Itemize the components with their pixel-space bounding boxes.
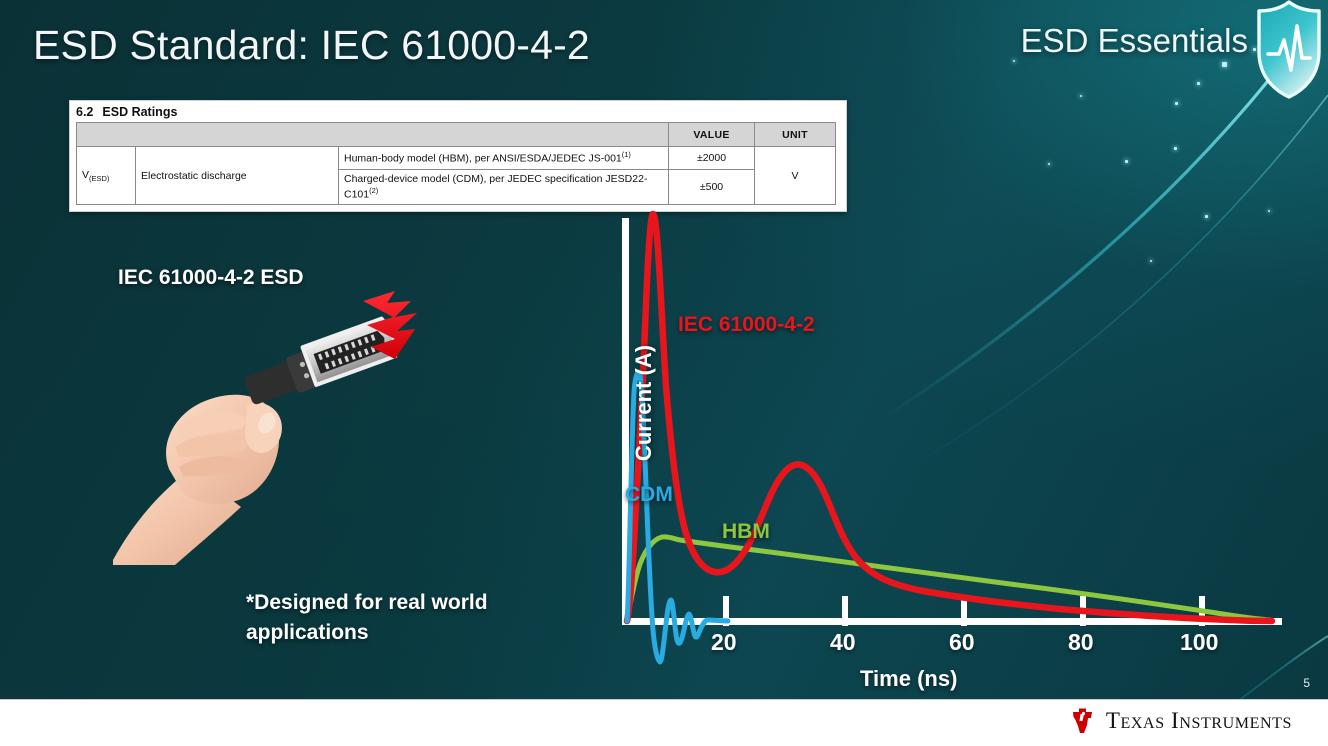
chart-y-axis bbox=[622, 218, 629, 625]
chart-x-axis-label: Time (ns) bbox=[860, 666, 958, 691]
symbol-text: V bbox=[82, 168, 90, 181]
footer-bar: Texas Instruments bbox=[0, 699, 1328, 746]
particle-dot bbox=[1150, 260, 1152, 262]
table-row: V(ESD) Electrostatic discharge Human-bod… bbox=[76, 145, 836, 206]
chart-series-label-iec: IEC 61000-4-2 bbox=[678, 313, 815, 336]
description-text: Charged-device model (CDM), per JEDEC sp… bbox=[344, 172, 648, 201]
chart-x-axis bbox=[622, 618, 1282, 625]
illustration-label: IEC 61000-4-2 ESD bbox=[118, 266, 304, 289]
chart-x-tick bbox=[723, 596, 729, 626]
cell-parameter: Electrostatic discharge bbox=[135, 145, 339, 206]
symbol-subscript: (ESD) bbox=[89, 173, 110, 183]
chart-series-label-hbm: HBM bbox=[722, 520, 770, 543]
chart-x-tick bbox=[842, 596, 848, 626]
ti-logo-text: Texas Instruments bbox=[1105, 708, 1292, 733]
esd-ratings-table-card: 6.2 ESD Ratings VALUE UNIT V(ESD) Electro… bbox=[69, 100, 847, 213]
shield-pulse-icon bbox=[1257, 0, 1321, 99]
particle-dot bbox=[1048, 163, 1050, 165]
hand-connector-illustration bbox=[113, 291, 417, 565]
description-text: Human-body model (HBM), per ANSI/ESDA/JE… bbox=[344, 152, 622, 165]
chart-plot-area bbox=[622, 210, 1282, 665]
particle-dot bbox=[1125, 160, 1128, 163]
page-title: ESD Standard: IEC 61000-4-2 bbox=[33, 22, 590, 68]
section-title: ESD Ratings bbox=[102, 105, 178, 119]
particle-dot bbox=[1197, 82, 1200, 85]
chart-x-tick bbox=[961, 596, 967, 626]
chart-x-tick-label: 40 bbox=[830, 629, 856, 655]
header-unit: UNIT bbox=[754, 122, 836, 147]
chart-x-tick-label: 80 bbox=[1068, 629, 1094, 655]
particle-dot bbox=[1205, 215, 1208, 218]
particle-dot bbox=[1013, 60, 1015, 62]
particle-dot bbox=[1253, 48, 1256, 51]
lightning-bolt-icon bbox=[363, 291, 417, 359]
footnote-marker: (2) bbox=[369, 185, 379, 195]
chart-series-label-cdm: CDM bbox=[625, 483, 673, 506]
table-section-heading: 6.2 ESD Ratings bbox=[70, 101, 846, 122]
chart-y-axis-label: Current (A) bbox=[631, 344, 656, 462]
particle-dot bbox=[1080, 95, 1082, 97]
esd-ratings-table: VALUE UNIT V(ESD) Electrostatic discharg… bbox=[76, 122, 836, 206]
particle-dot bbox=[1175, 102, 1178, 105]
particle-dot bbox=[1268, 210, 1270, 212]
table-row: Charged-device model (CDM), per JEDEC sp… bbox=[77, 168, 836, 206]
ti-logo: Texas Instruments bbox=[1067, 706, 1292, 736]
chart-x-tick-label: 20 bbox=[711, 629, 737, 655]
chart-series-iec bbox=[623, 210, 1276, 625]
section-number: 6.2 bbox=[76, 105, 94, 119]
chart-x-tick-label: 60 bbox=[949, 629, 975, 655]
ti-texas-logo-icon bbox=[1072, 708, 1092, 733]
chart-x-tick-label: 100 bbox=[1180, 629, 1219, 655]
cell-unit: V bbox=[754, 145, 836, 206]
table-header-row: VALUE UNIT bbox=[76, 122, 836, 147]
particle-dot bbox=[1174, 147, 1177, 150]
footnote-marker: (1) bbox=[621, 150, 631, 159]
header-value: VALUE bbox=[668, 122, 755, 147]
header-blank bbox=[76, 122, 669, 147]
cell-value: ±500 bbox=[668, 168, 755, 206]
illustration-note: *Designed for real world applications bbox=[246, 591, 488, 645]
cell-description: Human-body model (HBM), per ANSI/ESDA/JE… bbox=[338, 146, 669, 170]
brand-title: ESD Essentials bbox=[1020, 22, 1248, 59]
cell-value: ±2000 bbox=[668, 146, 755, 170]
brand-lockup: ESD Essentials bbox=[1021, 22, 1248, 60]
esd-waveform-chart: Current (A) 20 40 60 80 100 Time (ns) bbox=[570, 200, 1315, 700]
page-number: 5 bbox=[1303, 676, 1310, 690]
chart-series-cdm bbox=[624, 369, 731, 665]
cell-description: Charged-device model (CDM), per JEDEC sp… bbox=[338, 168, 669, 206]
particle-dot bbox=[1222, 62, 1227, 67]
cell-symbol: V(ESD) bbox=[76, 145, 136, 206]
